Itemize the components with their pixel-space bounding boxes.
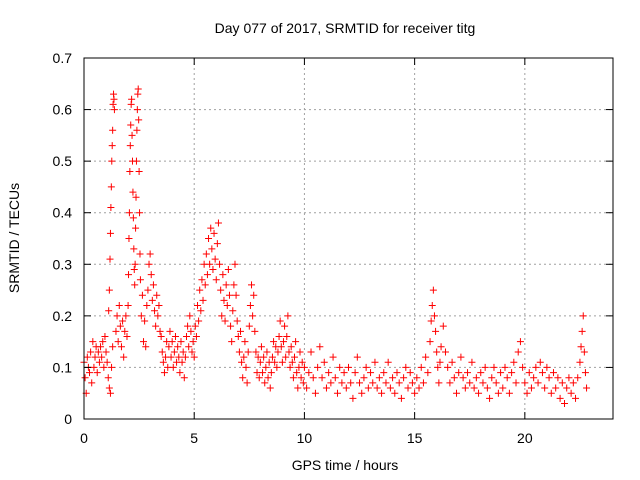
y-tick-label: 0.7	[53, 50, 73, 66]
chart-title: Day 077 of 2017, SRMTID for receiver tit…	[215, 20, 476, 36]
chart-background	[0, 0, 640, 480]
x-axis-label: GPS time / hours	[292, 457, 399, 473]
y-tick-label: 0.5	[53, 153, 73, 169]
y-tick-label: 0.2	[53, 308, 73, 324]
srmtid-scatter-chart: 0 0.1 0.2 0.3 0.4 0.5 0.6 0.7 0 5 10 15 20 Day 077 o…	[0, 0, 640, 480]
y-tick-label: 0.4	[53, 205, 73, 221]
x-tick-label: 10	[297, 430, 313, 446]
y-axis-label: SRMTID / TECUs	[6, 183, 22, 293]
y-tick-label: 0.1	[53, 359, 73, 375]
x-tick-label: 20	[517, 430, 533, 446]
y-tick-label: 0.6	[53, 102, 73, 118]
y-tick-label: 0.3	[53, 256, 73, 272]
x-tick-label: 15	[407, 430, 423, 446]
y-tick-label: 0	[64, 411, 72, 427]
x-tick-label: 0	[80, 430, 88, 446]
x-tick-label: 5	[190, 430, 198, 446]
